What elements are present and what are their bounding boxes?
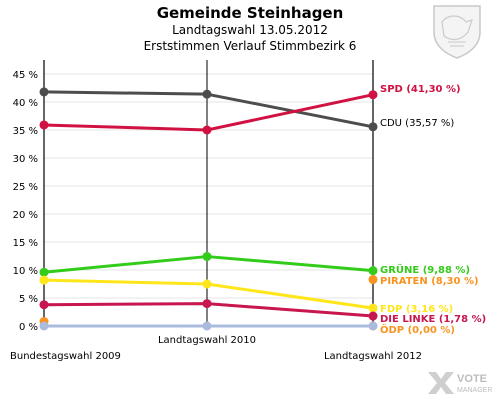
y-tick-label: 5 % (19, 294, 38, 305)
data-point-fdp (39, 275, 49, 285)
data-point-spd (39, 120, 49, 130)
data-point-die-linke (368, 311, 378, 321)
end-label-spd: SPD (41,30 %) (380, 84, 461, 95)
chart-subtitle-district: Erststimmen Verlauf Stimmbezirk 6 (143, 39, 357, 53)
data-point-piraten (368, 275, 378, 285)
logo-text-manager: MANAGER (457, 387, 492, 394)
data-point-spd (202, 125, 212, 135)
end-label-die-linke: DIE LINKE (1,78 %) (380, 314, 486, 325)
series-line-spd (43, 93, 374, 132)
end-label-piraten: PIRATEN (8,30 %) (380, 276, 479, 287)
data-point-cdu (202, 89, 212, 99)
data-point-cdu (39, 87, 49, 97)
logo-text-vote: VOTE (457, 373, 487, 385)
y-tick-label: 20 % (13, 210, 38, 221)
y-tick-label: 10 % (13, 266, 38, 277)
chart-subtitle-election: Landtagswahl 13.05.2012 (172, 23, 328, 37)
chart-title: Gemeinde Steinhagen (156, 4, 344, 22)
data-point-cdu (368, 122, 378, 132)
y-tick-label: 0 % (19, 322, 38, 333)
data-point-fdp (202, 279, 212, 289)
y-tick-label: 45 % (13, 70, 38, 81)
data-point-sonstige (368, 321, 378, 331)
data-point-die-linke (39, 300, 49, 310)
data-point-sonstige (202, 321, 212, 331)
y-tick-label: 15 % (13, 238, 38, 249)
x-tick-label: Bundestagswahl 2009 (10, 351, 121, 362)
y-tick-label: 35 % (13, 126, 38, 137)
y-tick-label: 25 % (13, 182, 38, 193)
votemanager-logo: VOTE MANAGER (428, 372, 492, 394)
data-point-gr-ne (368, 266, 378, 276)
coat-of-arms-icon (433, 5, 481, 59)
data-point-gr-ne (202, 252, 212, 262)
y-tick-label: 30 % (13, 154, 38, 165)
data-point-sonstige (39, 321, 49, 331)
end-label-gr-ne: GRÜNE (9,88 %) (380, 262, 470, 276)
y-tick-label: 40 % (13, 98, 38, 109)
x-tick-label: Landtagswahl 2012 (324, 351, 422, 362)
end-label--dp: ÖDP (0,00 %) (380, 322, 455, 336)
x-tick-label: Landtagswahl 2010 (158, 335, 256, 346)
data-point-gr-ne (39, 267, 49, 277)
data-point-die-linke (202, 299, 212, 309)
data-point-fdp (368, 303, 378, 313)
end-label-cdu: CDU (35,57 %) (380, 118, 454, 129)
end-label-fdp: FDP (3,16 %) (380, 304, 453, 315)
data-point-spd (368, 90, 378, 100)
